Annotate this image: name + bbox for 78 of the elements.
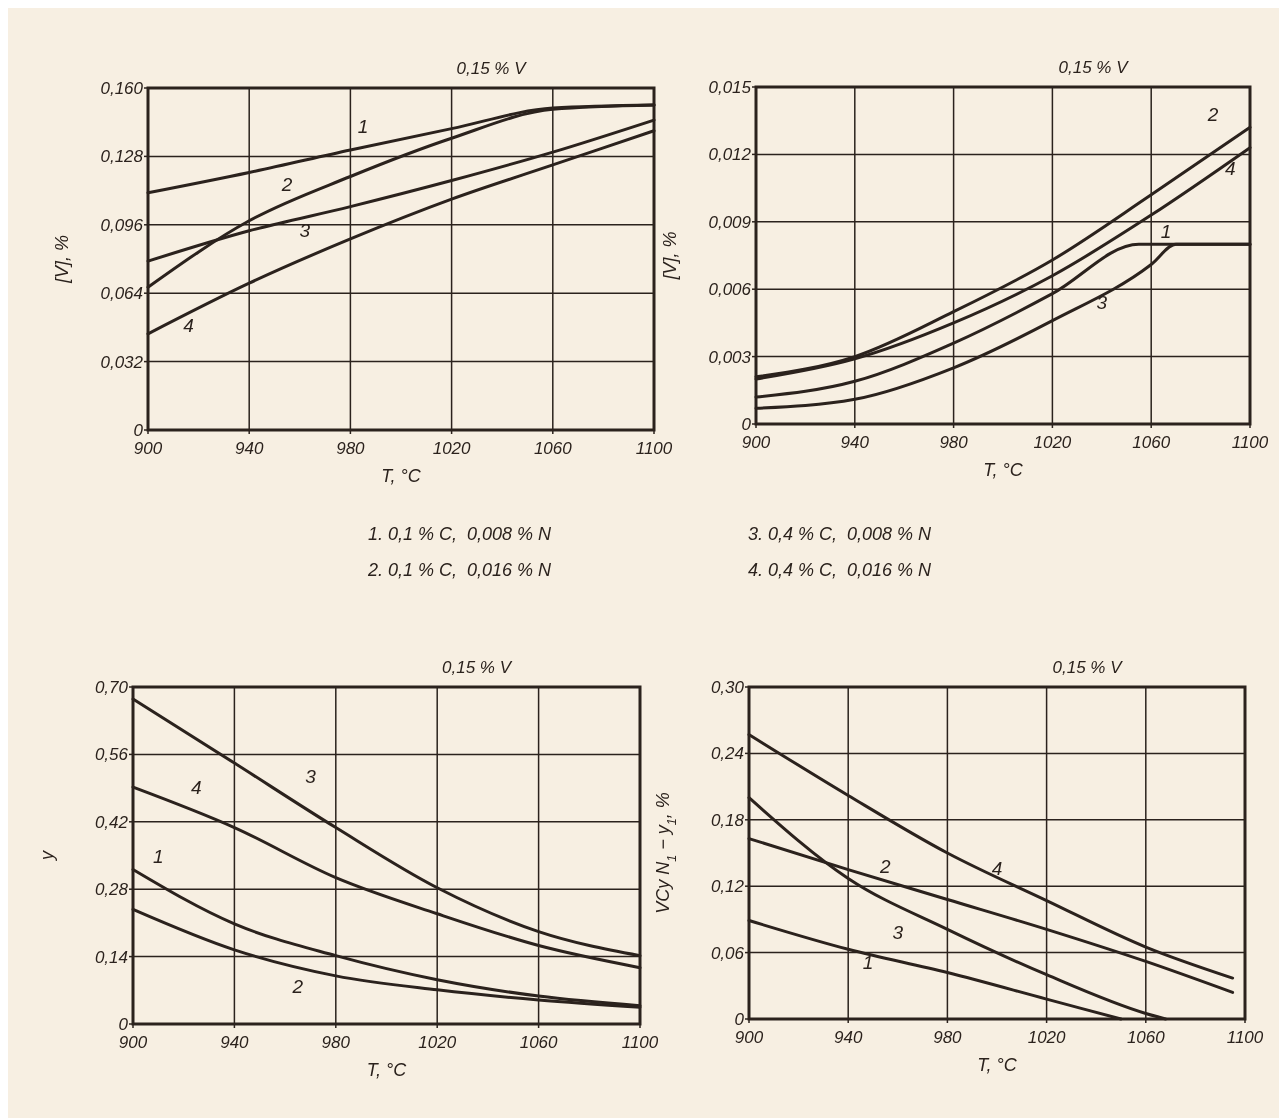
chart-title: 0,15 % V <box>1052 658 1124 677</box>
y-tick-label: 0 <box>118 1015 129 1034</box>
y-tick-label: 0,70 <box>94 678 129 697</box>
x-tick-label: 900 <box>118 1033 148 1052</box>
x-tick-label: 1020 <box>432 439 472 458</box>
series-label: 2 <box>1206 103 1219 125</box>
series-label: 3 <box>892 922 904 944</box>
y-tick-label: 0,12 <box>710 877 745 897</box>
y-tick-label: 0 <box>734 1010 745 1029</box>
y-tick-label: 0 <box>741 415 752 434</box>
x-tick-label: 1060 <box>533 439 573 458</box>
x-tick-label: 900 <box>133 439 163 458</box>
y-axis-title: [V], % <box>660 231 680 281</box>
y-tick-label: 0,096 <box>100 215 144 235</box>
series-label: 2 <box>879 855 892 877</box>
x-tick-label: 1100 <box>635 439 673 458</box>
y-tick-label: 0,14 <box>94 947 128 967</box>
chart-title: 0,15 % V <box>1058 58 1130 77</box>
x-tick-label: 940 <box>834 1028 863 1047</box>
x-tick-label: 980 <box>336 439 366 458</box>
y-tick-label: 0,28 <box>94 880 129 900</box>
x-tick-label: 980 <box>933 1028 963 1047</box>
series-label: 4 <box>1224 157 1236 179</box>
series-label: 1 <box>153 845 164 867</box>
y-tick-label: 0,009 <box>708 212 752 232</box>
y-tick-label: 0,42 <box>94 812 129 832</box>
series-label: 4 <box>183 314 194 336</box>
x-axis-title: T, °C <box>381 466 422 486</box>
text: 1. 0,1 % C, 0,008 % N <box>368 524 553 544</box>
x-tick-label: 900 <box>741 433 771 452</box>
x-tick-label: 1020 <box>1033 433 1072 452</box>
x-tick-label: 940 <box>220 1033 250 1052</box>
y-tick-label: 0,30 <box>710 678 745 697</box>
x-axis-title: T, °C <box>366 1060 408 1080</box>
series-label: 1 <box>862 952 874 974</box>
chart-title: 0,15 % V <box>456 59 528 78</box>
y-tick-label: 0,015 <box>708 78 752 97</box>
text: 3. 0,4 % C, 0,008 % N <box>748 524 933 544</box>
y-tick-label: 0,032 <box>100 352 144 372</box>
y-tick-label: 0,18 <box>710 810 745 830</box>
y-axis-title: y <box>37 850 57 862</box>
x-tick-label: 940 <box>235 439 264 458</box>
x-tick-label: 1060 <box>1132 433 1171 452</box>
x-tick-label: 900 <box>734 1028 764 1047</box>
series-label: 3 <box>305 766 317 788</box>
y-tick-label: 0,06 <box>710 943 745 963</box>
x-axis-title: T, °C <box>983 460 1024 480</box>
series-label: 1 <box>1160 220 1172 242</box>
x-tick-label: 1020 <box>1027 1028 1067 1047</box>
text: 2. 0,1 % C, 0,016 % N <box>367 560 553 580</box>
y-tick-label: 0,24 <box>710 744 744 764</box>
x-tick-label: 1060 <box>1126 1028 1166 1047</box>
y-tick-label: 0,160 <box>100 79 144 98</box>
y-tick-label: 0,006 <box>708 280 752 300</box>
x-tick-label: 1020 <box>418 1033 457 1052</box>
series-label: 3 <box>1096 292 1108 314</box>
y-axis-title: [V], % <box>52 234 72 285</box>
x-tick-label: 1060 <box>519 1033 559 1052</box>
series-label: 2 <box>280 173 293 195</box>
series-label: 1 <box>357 115 369 137</box>
x-tick-label: 940 <box>840 433 870 452</box>
x-tick-label: 1100 <box>1231 433 1269 452</box>
text: 4. 0,4 % C, 0,016 % N <box>748 560 933 580</box>
y-tick-label: 0 <box>133 421 144 440</box>
series-label: 4 <box>991 858 1003 880</box>
x-tick-label: 1100 <box>621 1033 659 1052</box>
y-tick-label: 0,012 <box>708 145 752 165</box>
y-tick-label: 0,56 <box>94 745 129 765</box>
y-tick-label: 0,003 <box>708 347 752 367</box>
series-label: 4 <box>191 776 202 798</box>
x-tick-label: 980 <box>939 433 969 452</box>
y-tick-label: 0,128 <box>100 147 144 167</box>
y-tick-label: 0,064 <box>100 284 143 304</box>
series-label: 2 <box>291 975 304 997</box>
chart-title: 0,15 % V <box>442 658 513 677</box>
x-tick-label: 980 <box>321 1033 351 1052</box>
x-tick-label: 1100 <box>1226 1028 1264 1047</box>
x-axis-title: T, °C <box>977 1055 1018 1075</box>
